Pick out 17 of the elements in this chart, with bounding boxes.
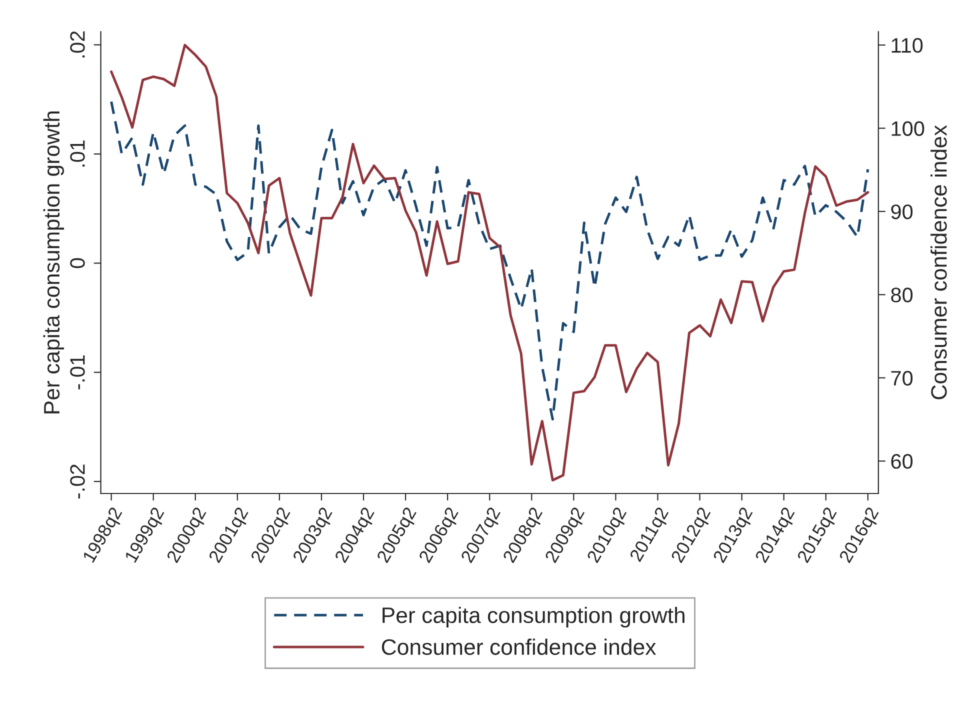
line-series: [110, 100, 870, 421]
y-tick-label: .02: [70, 31, 85, 58]
y-tick-label: -.01: [70, 355, 85, 390]
legend-label: Per capita consumption growth: [382, 606, 684, 628]
y2-tick-label: 70: [891, 370, 913, 386]
line-series: [110, 44, 870, 482]
y-tick-label: -.02: [70, 464, 85, 499]
y2-tick-label: 100: [892, 121, 924, 136]
y2-tick-label: 60: [891, 454, 913, 469]
y-tick-label: .01: [70, 140, 85, 167]
y-tick-label: 0: [70, 258, 85, 268]
legend-label: Consumer confidence index: [382, 638, 656, 655]
y2-axis-title: Consumer confidence index: [930, 125, 947, 400]
y2-tick-label: 90: [891, 204, 913, 220]
y2-tick-label: 110: [892, 38, 923, 53]
y-axis-title: Per capita consumption growth: [43, 111, 64, 414]
y2-tick-label: 80: [891, 288, 913, 302]
